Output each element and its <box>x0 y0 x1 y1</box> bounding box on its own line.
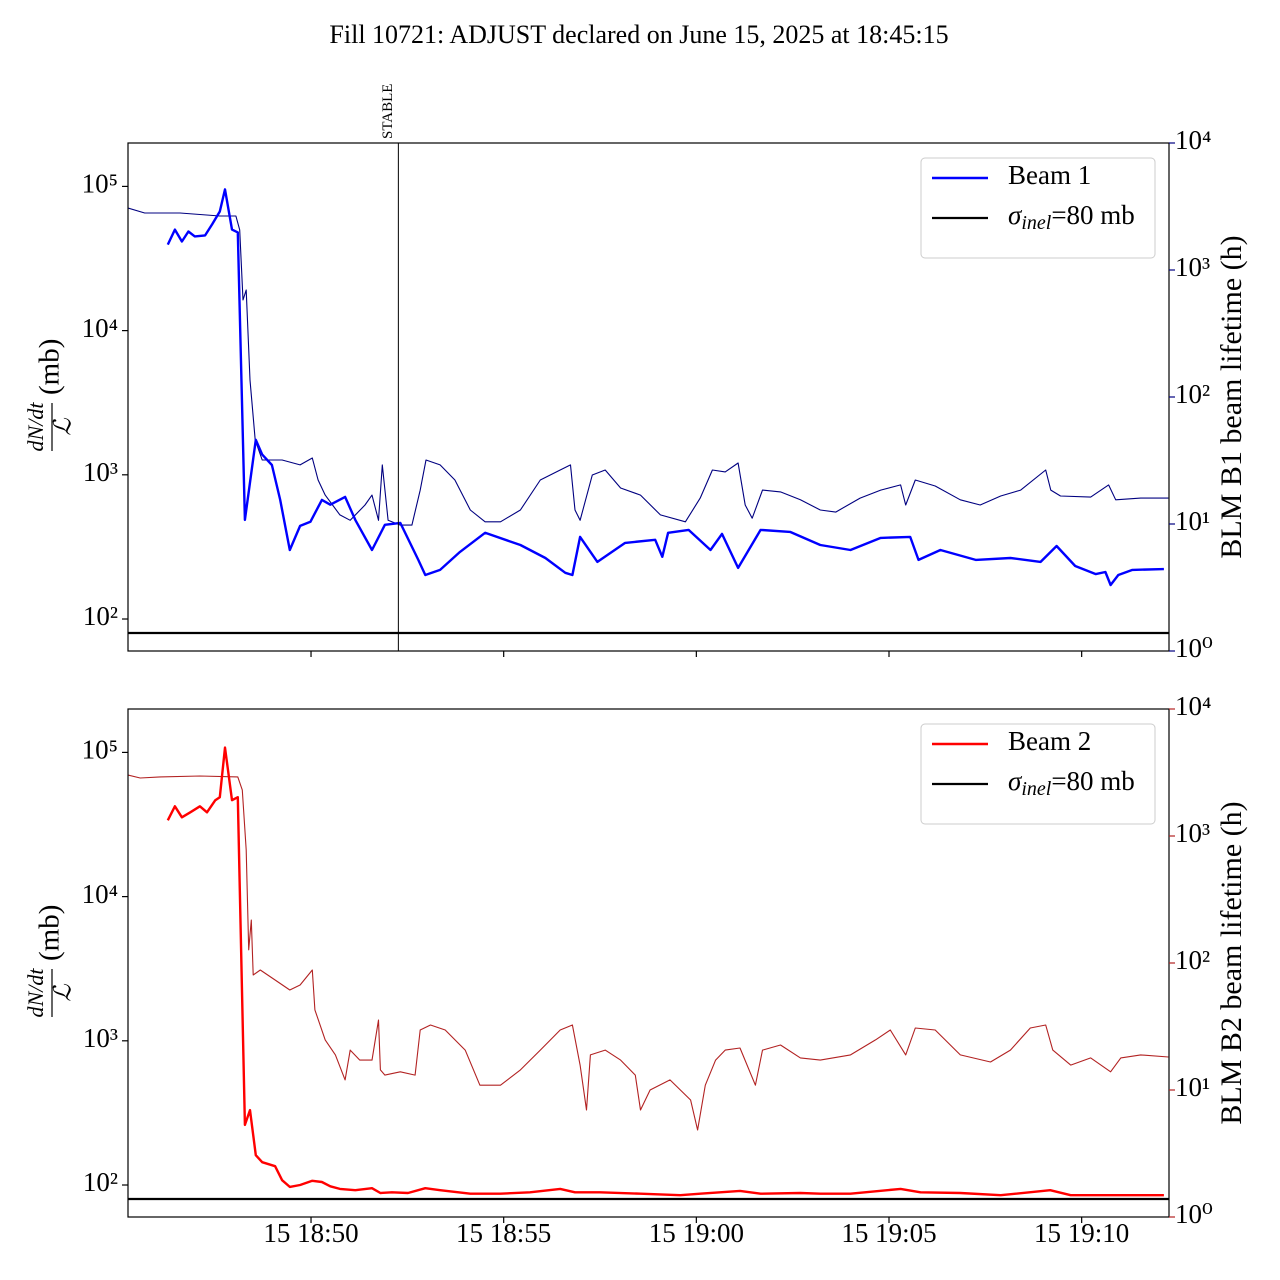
data-line <box>166 746 1164 1197</box>
x-tick-label: 15 19:05 <box>841 1218 936 1248</box>
legend-box <box>920 157 1156 259</box>
y2-tick-label: 10³ <box>1175 252 1210 282</box>
y-label-unit: (mb) <box>34 905 66 961</box>
legend-label: σinel=80 mb <box>1008 766 1135 799</box>
x-tick-label: 15 19:00 <box>649 1218 744 1248</box>
legend-label-part: σ <box>1008 766 1023 796</box>
lifetime-line <box>128 774 1169 1131</box>
figure-title: Fill 10721: ADJUST declared on June 15, … <box>329 20 948 49</box>
y2-tick-label: 10² <box>1175 945 1210 975</box>
legend-label: Beam 1 <box>1008 160 1091 190</box>
y-tick-label: 10³ <box>83 457 118 487</box>
y2-tick-label: 10⁰ <box>1175 1199 1213 1229</box>
y-label-denominator: ℒ <box>51 418 77 436</box>
y-tick-label: 10⁵ <box>82 169 118 199</box>
x-tick-label: 15 18:50 <box>263 1218 358 1248</box>
lifetime-line <box>128 207 1169 526</box>
y-label-numerator: dN/dt <box>23 968 48 1018</box>
y-label-unit: (mb) <box>34 339 66 395</box>
y2-tick-label: 10⁰ <box>1175 633 1213 663</box>
y-tick-label: 10⁵ <box>82 735 118 765</box>
legend-label-part: =80 mb <box>1051 766 1134 796</box>
y2-tick-label: 10³ <box>1175 818 1210 848</box>
y2-tick-label: 10¹ <box>1175 506 1210 536</box>
y2-axis-label: BLM B1 beam lifetime (h) <box>1215 235 1248 558</box>
y-axis-label: dN/dt ℒ (mb) <box>23 339 76 452</box>
y-tick-label: 10⁴ <box>82 313 118 343</box>
data-line <box>166 188 1164 587</box>
y-tick-label: 10² <box>83 1167 118 1197</box>
y2-tick-label: 10¹ <box>1175 1072 1210 1102</box>
y-tick-label: 10² <box>83 601 118 631</box>
y-axis-label: dN/dt ℒ (mb) <box>23 905 76 1018</box>
legend-label-part: σ <box>1008 200 1023 230</box>
legend-label: σinel=80 mb <box>1008 200 1135 233</box>
y-tick-label: 10⁴ <box>82 879 118 909</box>
legend-label-part: =80 mb <box>1051 200 1134 230</box>
x-tick-label: 15 18:55 <box>456 1218 551 1248</box>
y2-axis-label: BLM B2 beam lifetime (h) <box>1215 801 1248 1124</box>
annotation-text: STABLE <box>380 84 396 139</box>
y-tick-label: 10³ <box>83 1023 118 1053</box>
legend-box <box>920 723 1156 825</box>
legend-label-part: inel <box>1021 778 1051 800</box>
y2-tick-label: 10⁴ <box>1175 125 1211 155</box>
y-label-denominator: ℒ <box>51 984 77 1002</box>
y-label-numerator: dN/dt <box>23 402 48 452</box>
y2-tick-label: 10² <box>1175 379 1210 409</box>
legend-label-part: inel <box>1021 212 1051 234</box>
legend-label: Beam 2 <box>1008 726 1091 756</box>
x-tick-label: 15 19:10 <box>1034 1218 1129 1248</box>
y2-tick-label: 10⁴ <box>1175 691 1211 721</box>
